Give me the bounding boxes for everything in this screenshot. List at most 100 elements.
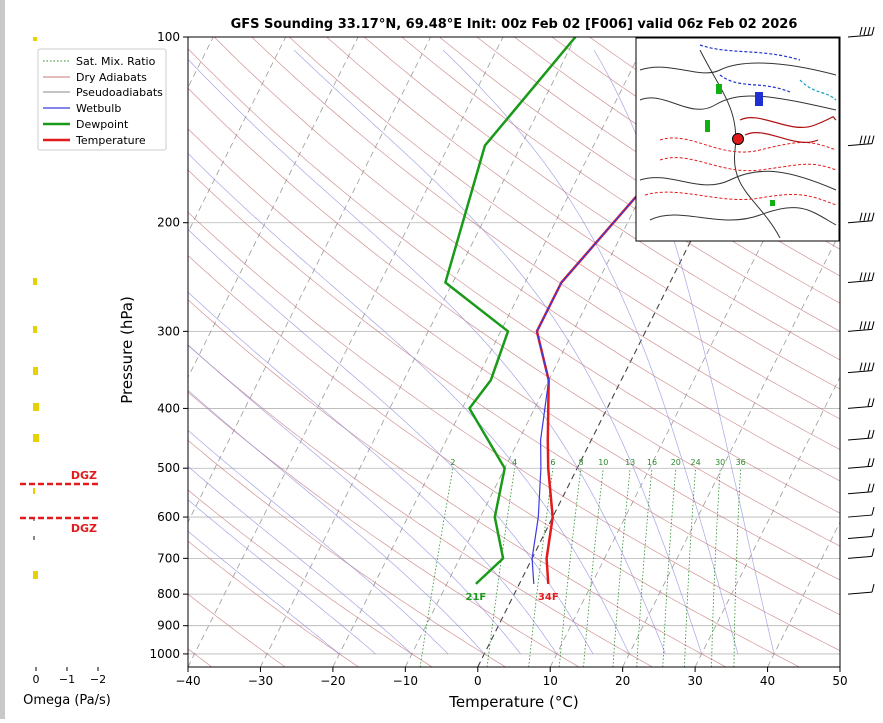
legend-label-pseudoadiabats: Pseudoadiabats — [76, 86, 163, 99]
mixing-ratio-label: 13 — [625, 458, 635, 467]
wind-barb-flag — [867, 321, 871, 330]
dry-adiabat — [188, 540, 359, 667]
x-tick-label: 40 — [760, 674, 775, 688]
surface-label-temperature: 34F — [538, 592, 559, 603]
wind-barb-flag — [871, 528, 875, 537]
mixing-ratio-label: 16 — [647, 458, 657, 467]
omega-axis-label: Omega (Pa/s) — [23, 693, 111, 708]
wind-barb — [847, 491, 873, 495]
wind-barb-flag — [871, 548, 875, 557]
mixing-ratio-line — [662, 468, 677, 667]
wind-barb-flag — [871, 135, 875, 144]
omega-tick-label: −2 — [90, 673, 106, 686]
wind-barb-flag — [871, 429, 875, 439]
dry-adiabat — [188, 211, 840, 651]
wind-barb-flag — [863, 212, 867, 221]
wind-barb — [847, 437, 873, 441]
left-edge-strip — [0, 0, 5, 719]
wind-barb-flag — [871, 321, 875, 330]
dry-adiabat — [188, 593, 286, 667]
omega-bar — [33, 536, 35, 540]
series-line-dewpoint — [444, 37, 577, 585]
dry-adiabat — [213, 37, 840, 482]
dry-adiabat — [188, 87, 840, 547]
dry-adiabat — [188, 48, 840, 514]
y-tick-label: 200 — [157, 216, 180, 230]
y-tick-label: 600 — [157, 510, 180, 524]
wind-barb-flag — [871, 458, 875, 467]
wind-barb — [847, 370, 873, 374]
pseudoadiabat — [188, 465, 413, 655]
mixing-ratio-line — [612, 468, 631, 667]
y-tick-label: 300 — [157, 324, 180, 338]
pseudoadiabat — [188, 530, 340, 655]
wind-barb-flag — [863, 321, 867, 330]
dry-adiabat — [251, 37, 840, 450]
x-tick-label: −20 — [320, 674, 345, 688]
wind-barb-flag — [859, 321, 863, 330]
mixing-ratio-label: 4 — [512, 458, 517, 467]
isotherm — [622, 231, 840, 667]
dry-adiabat — [188, 254, 800, 667]
skewt-grid: 2 4 6 8 10 13 16 20 24 30 36 — [188, 37, 840, 667]
wind-barb-flag — [863, 135, 867, 144]
wind-barb-flag — [859, 26, 863, 36]
mixing-ratio-label: 8 — [578, 458, 583, 467]
wind-barb-flag — [859, 135, 863, 144]
mixing-ratio-label: 2 — [450, 458, 455, 467]
mixing-ratio-line — [684, 468, 696, 667]
sounding-series: 21F 34F — [444, 37, 787, 603]
dgz-label-bottom: DGZ — [71, 522, 97, 535]
wind-barb-flag — [867, 272, 871, 281]
x-tick-label: 50 — [832, 674, 847, 688]
wind-barb-flag — [871, 362, 875, 371]
wind-barb — [847, 34, 873, 38]
pseudoadiabat — [188, 429, 449, 655]
pseudoadiabat — [188, 389, 485, 655]
omega-bar — [33, 434, 39, 442]
legend-label-dewpoint: Dewpoint — [76, 118, 129, 131]
pseudoadiabat — [442, 49, 739, 655]
legend-label-temperature: Temperature — [75, 134, 146, 147]
isotherm — [188, 37, 504, 667]
x-tick-label: −40 — [175, 674, 200, 688]
wind-barb-flag — [863, 362, 867, 371]
pseudoadiabat — [188, 499, 376, 655]
wind-barb-flag — [871, 26, 875, 36]
pseudoadiabat — [188, 153, 630, 655]
wind-barb — [847, 465, 873, 469]
wind-barb — [847, 536, 873, 540]
isotherm — [694, 376, 840, 667]
wind-barb-flag — [863, 272, 867, 281]
isotherm — [477, 37, 794, 667]
x-tick-label: 30 — [687, 674, 702, 688]
dry-adiabat — [363, 37, 840, 361]
inset-map — [635, 37, 840, 242]
x-tick-label: 20 — [615, 674, 630, 688]
isotherm — [404, 37, 721, 667]
pseudoadiabat — [593, 49, 775, 654]
x-tick-label: −10 — [393, 674, 418, 688]
wind-barb-flag — [859, 272, 863, 281]
isotherm — [839, 666, 840, 667]
isotherm — [260, 37, 576, 667]
dry-adiabat — [326, 37, 840, 390]
surface-label-dewpoint: 21F — [466, 592, 487, 603]
legend-label-dry-adiabats: Dry Adiabats — [76, 71, 147, 84]
mixing-ratio-line — [711, 468, 721, 667]
mixing-ratio-label: 24 — [691, 458, 701, 467]
wind-barb-flag — [863, 26, 867, 36]
dry-adiabat — [401, 37, 840, 332]
wind-barb — [847, 280, 873, 283]
x-tick-label: 0 — [474, 674, 482, 688]
pseudoadiabat — [188, 344, 521, 655]
legend-label-wetbulb: Wetbulb — [76, 102, 121, 115]
omega-bar — [33, 37, 37, 41]
omega-tick-label: 0 — [33, 673, 40, 686]
mixing-ratio-label: 20 — [671, 458, 681, 467]
mixing-ratio-line — [419, 468, 454, 667]
wind-barb-flag — [867, 135, 871, 144]
wind-barb — [847, 220, 873, 224]
mixing-ratio-label: 30 — [715, 458, 725, 467]
